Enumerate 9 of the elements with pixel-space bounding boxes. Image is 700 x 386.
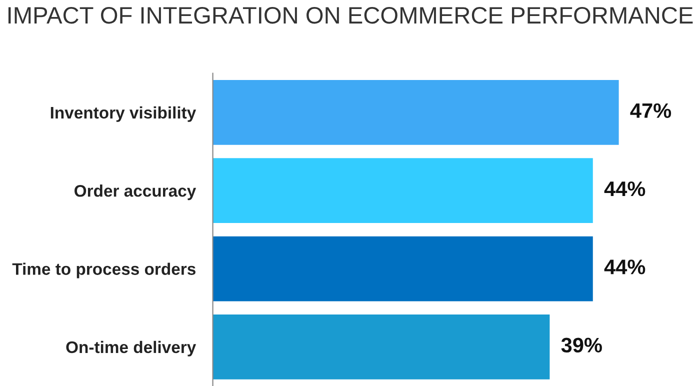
y-tick-label: Inventory visibility (50, 106, 196, 122)
y-tick-label: On-time delivery (66, 340, 196, 356)
y-tick-label: Time to process orders (12, 262, 196, 278)
data-label: 44% (604, 260, 646, 274)
data-label: 39% (561, 338, 602, 353)
y-tick-label: Order accuracy (74, 184, 196, 200)
data-label: 44% (604, 181, 646, 196)
chart-title: IMPACT OF INTEGRATION ON ECOMMERCE PERFORMANCE (8, 6, 693, 24)
data-label: 47% (630, 103, 672, 118)
